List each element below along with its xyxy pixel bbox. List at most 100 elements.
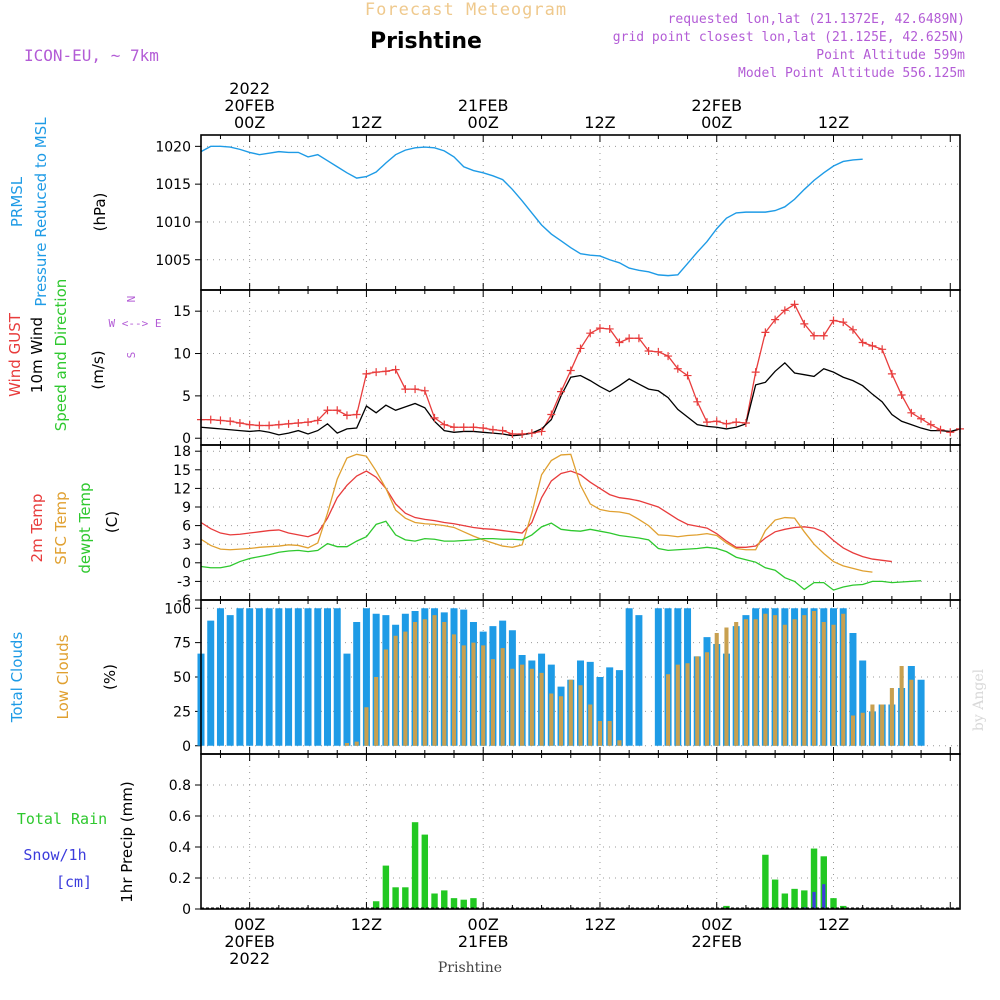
wind-gust-marker (527, 429, 536, 438)
wind-gust-marker (265, 421, 274, 430)
pressure-panel: 1005 1010 1015 1020 (155, 135, 960, 290)
compass-we: W <--> E (109, 317, 162, 330)
wind-gust-marker (800, 319, 809, 328)
temperature-ytick-label: -3 (177, 574, 191, 590)
wind-gust-marker (712, 417, 721, 426)
low-cloud-bar (695, 656, 700, 746)
wind-gust-marker (469, 423, 478, 432)
wind-gust-marker (342, 411, 351, 420)
precip-ytick-label: 0.6 (169, 809, 191, 825)
low-cloud-bar (578, 685, 583, 746)
bottom-time-label: 12Z (351, 915, 382, 934)
wind-gust-marker (664, 352, 673, 361)
total-cloud-bar (323, 608, 332, 746)
wind-gust-marker (274, 420, 283, 429)
wind-gust-marker (381, 367, 390, 376)
rain-bar (421, 834, 429, 909)
low-cloud-bar (471, 642, 476, 746)
rain-bar (450, 898, 458, 909)
wind-ylabel-2: 10m Wind (28, 317, 46, 393)
clouds-ylabel-1: Total Clouds (8, 632, 26, 724)
bottom-time-label: 00Z (701, 915, 732, 934)
low-cloud-bar (558, 696, 564, 746)
bottom-time-label: 22FEB (691, 932, 742, 951)
wind-gust-marker (654, 347, 663, 356)
wind-gust-marker (294, 418, 303, 427)
wind-gust-marker (479, 424, 488, 433)
wind-gust-marker (829, 316, 838, 325)
total-cloud-bar (615, 670, 623, 746)
total-cloud-bar (207, 620, 215, 746)
model-altitude: Model Point Altitude 556.125m (738, 66, 965, 81)
total-cloud-bar (333, 608, 341, 746)
low-cloud-bar (714, 633, 719, 746)
rain-bar (801, 890, 808, 909)
rain-bar (830, 898, 837, 909)
low-cloud-bar (539, 672, 544, 746)
low-cloud-bar (549, 693, 554, 746)
wind-gust-marker (372, 368, 381, 377)
clouds-ytick-label: 75 (173, 636, 191, 652)
low-cloud-bar (753, 619, 758, 746)
wind-gust-marker (819, 331, 828, 340)
temperature-ytick-label: 12 (173, 481, 191, 497)
precip-ytick-label: 0.2 (169, 871, 191, 887)
low-cloud-bar (451, 634, 457, 746)
bottom-time-label: 12Z (818, 915, 849, 934)
low-cloud-bar (490, 659, 495, 746)
total-cloud-bar (654, 608, 662, 746)
bottom-time-label: 00Z (234, 915, 265, 934)
wind-gust-marker (878, 345, 887, 354)
wind-gust-marker (634, 334, 643, 343)
wind-gust-marker (284, 419, 293, 428)
precip-panel: 0 0.2 0.4 0.6 0.8 (169, 754, 960, 918)
wind-panel: 0 5 10 15 (173, 290, 960, 447)
low-cloud-bar (899, 666, 904, 746)
low-cloud-bar (374, 677, 379, 746)
low-cloud-bar (773, 615, 778, 746)
wind-gust-marker (537, 427, 546, 436)
wind-ytick-label: 5 (182, 389, 191, 405)
low-cloud-bar (880, 704, 885, 746)
low-cloud-bar (841, 613, 846, 746)
wind-gust-marker (644, 346, 653, 355)
rain-bar (781, 893, 789, 909)
compass-north: N (125, 296, 138, 303)
wind-gust-marker (761, 328, 770, 337)
rain-bar (411, 822, 419, 909)
low-cloud-bar (481, 645, 486, 746)
low-cloud-bar (500, 648, 505, 746)
rain-bar (810, 848, 818, 909)
low-cloud-bar (889, 688, 894, 746)
wind-gust-marker (673, 364, 682, 373)
wind-gust-marker (703, 418, 711, 427)
temp-unit: (C) (103, 511, 121, 533)
low-cloud-bar (666, 674, 671, 746)
low-cloud-bar (403, 631, 408, 746)
total-cloud-bar (265, 608, 273, 746)
precip-ylabel-1: Total Rain (17, 810, 107, 828)
clouds-ytick-label: 0 (182, 739, 191, 755)
wind-gust-marker (946, 428, 955, 437)
wind-gust-marker (839, 318, 848, 327)
precip-ytick-label: 0.4 (169, 840, 191, 856)
wind-gust-marker (206, 415, 215, 424)
watermark: by Angel (971, 668, 987, 731)
wind-unit: (m/s) (89, 350, 107, 389)
grid-point: grid point closest lon,lat (21.125E, 42.… (613, 30, 965, 45)
wind-gust-marker (352, 410, 361, 419)
wind-gust-marker (333, 406, 342, 415)
wind-gust-marker (868, 341, 877, 350)
wind-ytick-label: 15 (173, 304, 191, 320)
wind-gust-marker (595, 324, 604, 333)
wind-gust-marker (245, 420, 254, 429)
precip-axis-label: 1hr Precip (mm) (118, 781, 136, 902)
wind-gust-marker (450, 423, 458, 432)
top-time-label: 2022 (229, 79, 270, 98)
rain-bar (392, 887, 399, 909)
wind-gust-marker (488, 425, 497, 434)
low-cloud-bar (724, 627, 729, 746)
wind-gust-marker (304, 418, 313, 427)
point-altitude: Point Altitude 599m (816, 48, 965, 63)
